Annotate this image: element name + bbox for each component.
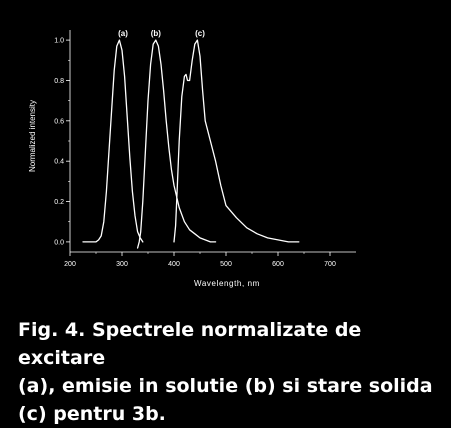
emission-spectra-chart: 200 300 400 500 600 700 0.0 0.2 0.4 0.6 0.8 1.0 (a)… — [28, 29, 356, 288]
chart-series — [82, 39, 300, 249]
figure-caption: Fig. 4. Spectrele normalizate de excitar… — [18, 316, 443, 428]
x-tick-label: 400 — [168, 261, 180, 268]
series-line-b — [136, 39, 217, 249]
x-tick-label: 500 — [220, 261, 232, 268]
x-tick-label: 200 — [64, 261, 76, 268]
caption-line-3: (c) pentru 3b. — [18, 403, 166, 425]
y-axis-title: Normalized intensity — [28, 100, 37, 172]
y-tick-label: 0.0 — [54, 239, 64, 246]
chart-axes — [69, 30, 356, 253]
chart-series-labels: (a) (b) (c) — [118, 29, 205, 38]
series-line-a — [82, 39, 144, 243]
y-tick-label: 0.6 — [54, 118, 64, 125]
x-tick-label: 600 — [272, 261, 284, 268]
series-label-a: (a) — [118, 29, 128, 38]
y-tick-label: 0.8 — [54, 78, 64, 85]
caption-line-1: Fig. 4. Spectrele normalizate de excitar… — [18, 319, 362, 369]
series-label-b: (b) — [151, 29, 162, 38]
y-tick-label: 0.4 — [54, 159, 64, 166]
x-tick-label: 300 — [116, 261, 128, 268]
series-label-c: (c) — [195, 29, 205, 38]
caption-line-2: (a), emisie in solutie (b) si stare soli… — [18, 375, 433, 397]
y-tick-label: 1.0 — [54, 38, 64, 45]
series-line-c — [173, 39, 300, 243]
chart-ticks: 200 300 400 500 600 700 0.0 0.2 0.4 0.6 0.8 1.0 — [54, 38, 336, 268]
y-tick-label: 0.2 — [54, 199, 64, 206]
x-axis-title: Wavelength, nm — [194, 279, 260, 288]
x-tick-label: 700 — [324, 261, 336, 268]
